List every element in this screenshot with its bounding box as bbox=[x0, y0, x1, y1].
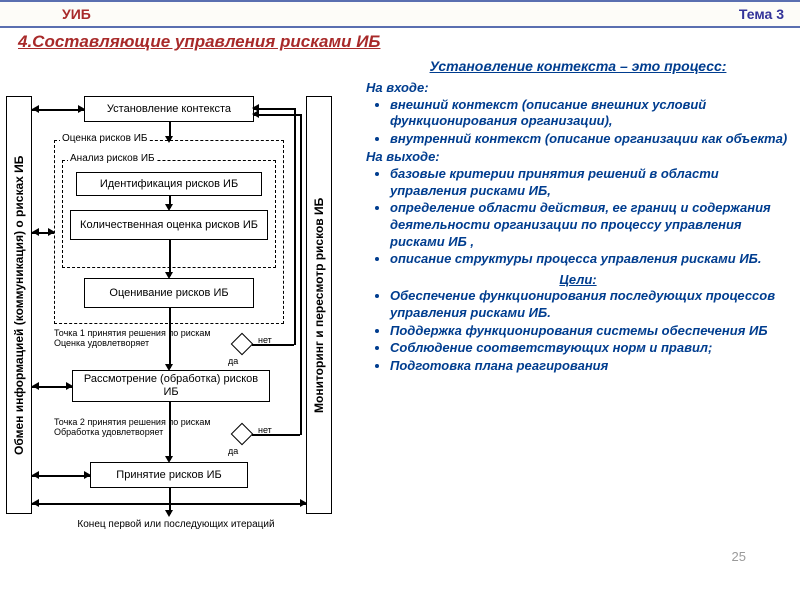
connector bbox=[32, 475, 90, 477]
arrow-right-icon bbox=[48, 228, 55, 236]
decision2-line2: Обработка удовлетворяет bbox=[54, 427, 163, 437]
text-column: Установление контекста – это процесс: На… bbox=[360, 54, 800, 594]
box-context: Установление контекста bbox=[84, 96, 254, 122]
connector bbox=[169, 240, 171, 276]
box-treatment: Рассмотрение (обработка) рисков ИБ bbox=[72, 370, 270, 402]
dashed-analysis-label: Анализ рисков ИБ bbox=[68, 153, 157, 164]
decision1-line1: Точка 1 принятия решения по рискам bbox=[54, 328, 211, 338]
list-item: Поддержка функционирования системы обесп… bbox=[390, 323, 790, 340]
box-evaluation: Оценивание рисков ИБ bbox=[84, 278, 254, 308]
yes-label-2: да bbox=[228, 447, 238, 457]
arrow-right-icon bbox=[84, 471, 91, 479]
list-item: Обеспечение функционирования последующих… bbox=[390, 288, 790, 321]
main: Обмен информацией (коммуникация) о риска… bbox=[0, 54, 800, 594]
arrow-left-icon bbox=[32, 499, 39, 507]
connector bbox=[254, 114, 300, 116]
connector bbox=[32, 503, 306, 505]
flowchart: Обмен информацией (коммуникация) о риска… bbox=[6, 82, 354, 582]
arrow-right-icon bbox=[300, 499, 307, 507]
connector bbox=[294, 108, 296, 345]
decision2-text: Точка 2 принятия решения по рискам Обраб… bbox=[54, 418, 224, 438]
connector bbox=[252, 434, 300, 436]
box-identification: Идентификация рисков ИБ bbox=[76, 172, 262, 196]
input-list: внешний контекст (описание внешних услов… bbox=[366, 97, 790, 148]
dashed-assessment-label: Оценка рисков ИБ bbox=[60, 133, 149, 144]
yes-label-1: да bbox=[228, 357, 238, 367]
connector bbox=[254, 108, 294, 110]
footer-text: Конец первой или последующих итераций bbox=[76, 519, 276, 530]
right-sidebar-label: Мониторинг и пересмотр рисков ИБ bbox=[309, 100, 329, 510]
connector bbox=[32, 109, 84, 111]
list-item: описание структуры процесса управления р… bbox=[390, 251, 790, 268]
arrow-left-icon bbox=[32, 105, 39, 113]
list-item: внешний контекст (описание внешних услов… bbox=[390, 97, 790, 130]
diamond-icon bbox=[231, 333, 254, 356]
page-title: 4.Составляющие управления рисками ИБ bbox=[0, 28, 800, 54]
arrow-left-icon bbox=[32, 382, 39, 390]
list-item: определение области действия, ее границ … bbox=[390, 200, 790, 250]
diamond-icon bbox=[231, 423, 254, 446]
output-list: базовые критерии принятия решений в обла… bbox=[366, 166, 790, 268]
arrow-left-icon bbox=[32, 228, 39, 236]
decision1-line2: Оценка удовлетворяет bbox=[54, 338, 149, 348]
connector bbox=[300, 114, 302, 435]
decision2-line1: Точка 2 принятия решения по рискам bbox=[54, 417, 211, 427]
arrow-down-icon bbox=[165, 510, 173, 517]
goals-label: Цели: bbox=[366, 272, 790, 289]
box-acceptance: Принятие рисков ИБ bbox=[90, 462, 248, 488]
arrow-right-icon bbox=[78, 105, 85, 113]
connector bbox=[252, 344, 294, 346]
diagram-column: Обмен информацией (коммуникация) о риска… bbox=[0, 54, 360, 594]
arrow-right-icon bbox=[66, 382, 73, 390]
decision1-text: Точка 1 принятия решения по рискам Оценк… bbox=[54, 329, 224, 349]
header-right: Тема 3 bbox=[739, 6, 784, 22]
arrow-left-icon bbox=[252, 110, 259, 118]
page-number: 25 bbox=[732, 549, 746, 564]
list-item: Подготовка плана реагирования bbox=[390, 358, 790, 375]
list-item: базовые критерии принятия решений в обла… bbox=[390, 166, 790, 199]
list-item: Соблюдение соответствующих норм и правил… bbox=[390, 340, 790, 357]
goals-list: Обеспечение функционирования последующих… bbox=[366, 288, 790, 374]
box-quantitative: Количественная оценка рисков ИБ bbox=[70, 210, 268, 240]
arrow-left-icon bbox=[32, 471, 39, 479]
subtitle: Установление контекста – это процесс: bbox=[366, 58, 790, 76]
header-bar: УИБ Тема 3 bbox=[0, 0, 800, 28]
list-item: внутренний контекст (описание организаци… bbox=[390, 131, 790, 148]
header-left: УИБ bbox=[62, 6, 91, 22]
left-sidebar-label: Обмен информацией (коммуникация) о риска… bbox=[9, 100, 29, 510]
input-label: На входе: bbox=[366, 80, 790, 97]
output-label: На выходе: bbox=[366, 149, 790, 166]
